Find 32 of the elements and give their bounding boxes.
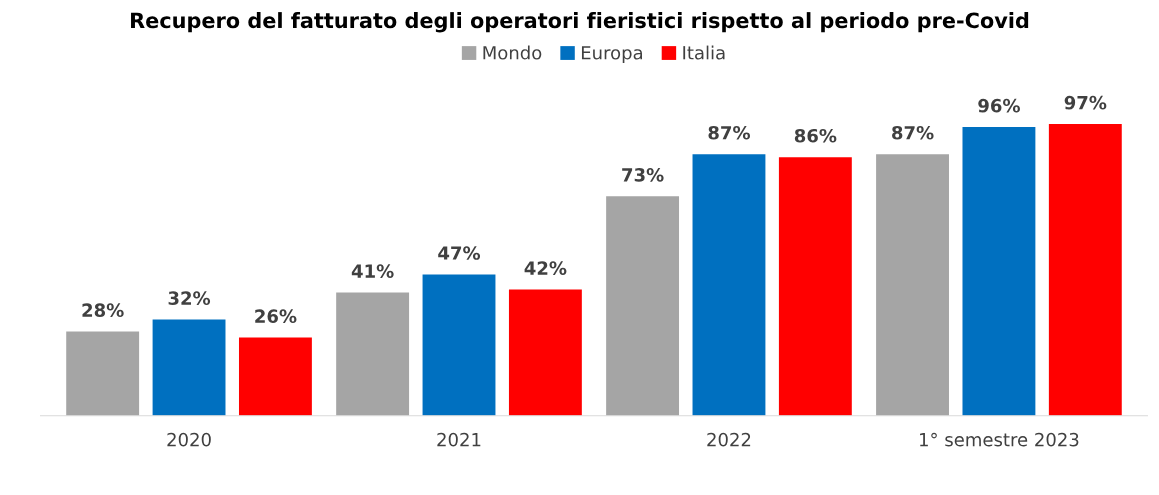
bar <box>606 196 680 416</box>
chart-title: Recupero del fatturato degli operatori fieristici rispetto al periodo pre-Covid <box>131 12 1029 33</box>
data-label: 97% <box>1064 95 1107 110</box>
data-label: 42% <box>524 261 567 275</box>
legend-label: Europa <box>581 46 643 64</box>
x-tick-label: 2022 <box>707 432 751 447</box>
bar <box>962 127 1036 416</box>
legend-label: Mondo <box>483 45 542 60</box>
data-label: 73% <box>622 168 664 182</box>
data-label: 28% <box>82 303 124 317</box>
bar <box>66 331 140 416</box>
data-label: 96% <box>978 98 1020 113</box>
x-tick-label: 1° semestre 2023 <box>920 432 1079 447</box>
bar <box>778 157 852 416</box>
bar <box>692 154 766 416</box>
data-label: 47% <box>438 246 481 260</box>
data-label: 41% <box>351 264 394 278</box>
bar <box>422 274 496 416</box>
data-label: 87% <box>708 125 750 140</box>
bar <box>1048 124 1122 416</box>
x-tick-label: 2020 <box>167 432 211 447</box>
bar <box>152 319 226 416</box>
data-label: 32% <box>168 291 211 305</box>
bar <box>508 289 582 416</box>
legend-label: Italia <box>683 45 725 60</box>
bar <box>238 337 312 416</box>
data-label: 26% <box>255 309 297 323</box>
data-label: 86% <box>794 128 837 143</box>
x-tick-label: 2021 <box>437 432 481 447</box>
bar <box>876 154 949 416</box>
data-label: 87% <box>892 125 934 140</box>
bar <box>336 292 410 416</box>
